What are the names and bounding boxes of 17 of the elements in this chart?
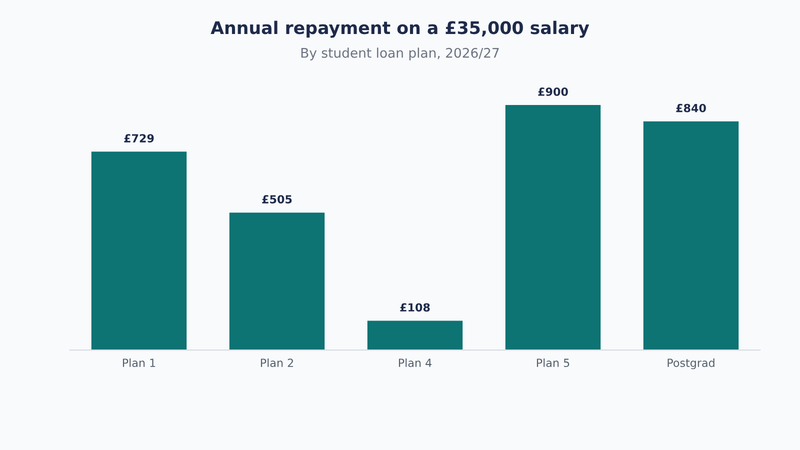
data-label: £840 (676, 104, 706, 112)
bar (505, 105, 601, 350)
x-tick-label: Plan 1 (122, 358, 156, 368)
data-label: £505 (262, 195, 292, 204)
x-tick-label: Plan 5 (536, 358, 570, 368)
bar (367, 320, 463, 350)
chart-subtitle: By student loan plan, 2026/27 (301, 48, 499, 60)
x-tick-label: Postgrad (668, 358, 714, 370)
bar (229, 212, 325, 350)
data-label: £729 (124, 134, 154, 142)
bar (91, 152, 187, 350)
x-tick-label: Plan 4 (398, 358, 432, 368)
data-label: £108 (400, 303, 430, 312)
x-tick-label: Plan 2 (260, 358, 294, 368)
data-label: £900 (538, 88, 568, 96)
bar (643, 121, 739, 350)
chart-title: Annual repayment on a £35,000 salary (210, 20, 590, 38)
